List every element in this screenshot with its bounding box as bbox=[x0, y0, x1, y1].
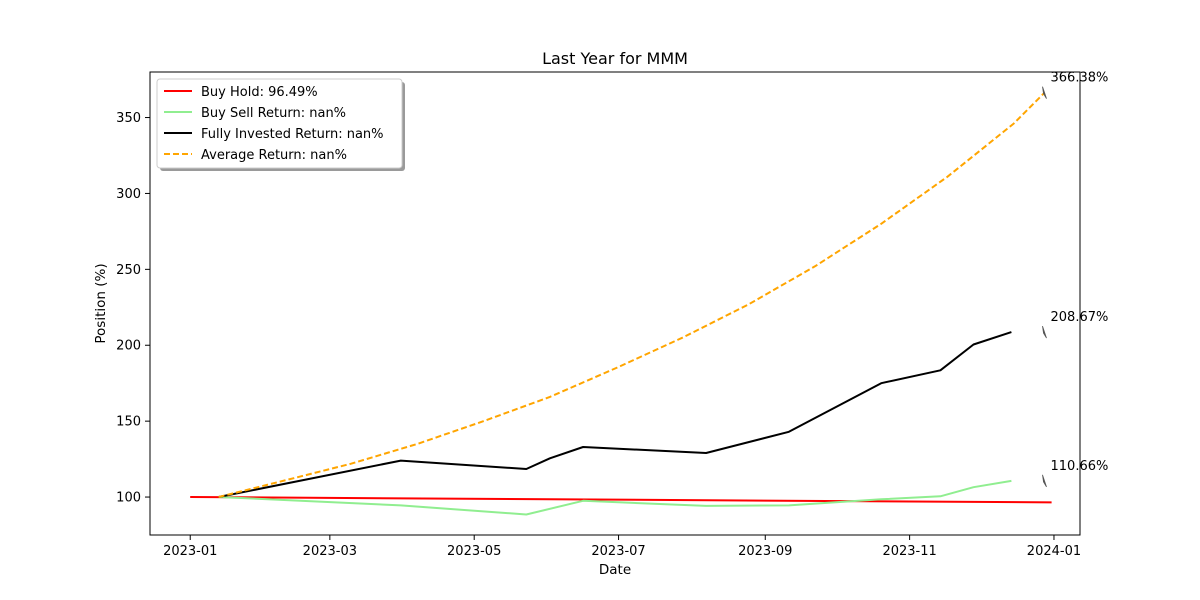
x-tick-label: 2023-01 bbox=[163, 544, 217, 559]
series-line-1 bbox=[218, 479, 1012, 516]
legend-label: Buy Sell Return: nan% bbox=[201, 106, 346, 121]
x-tick-label: 2024-01 bbox=[1027, 544, 1081, 559]
x-axis: 2023-01 2023-03 2023-05 2023-07 2023-09 2023-… bbox=[163, 535, 1081, 559]
legend-label: Fully Invested Return: nan% bbox=[201, 127, 384, 142]
x-tick-label: 2023-11 bbox=[882, 544, 936, 559]
y-axis-label: Position (%) bbox=[93, 263, 109, 343]
legend-box bbox=[156, 78, 403, 169]
y-tick-label: 250 bbox=[116, 263, 141, 278]
series-line-0 bbox=[190, 496, 1052, 504]
x-tick-label: 2023-07 bbox=[591, 544, 645, 559]
legend: Buy Hold: 96.49% Buy Sell Return: nan% Ful… bbox=[156, 78, 405, 171]
annotation-arrow bbox=[1042, 86, 1047, 99]
x-tick-label: 2023-09 bbox=[738, 544, 792, 559]
y-tick-label: 150 bbox=[116, 415, 141, 430]
y-tick-label: 350 bbox=[116, 111, 141, 126]
annotation-label: 208.67% bbox=[1051, 310, 1109, 325]
chart-title: Last Year for MMM bbox=[542, 49, 688, 68]
plot-frame bbox=[149, 71, 1081, 536]
annotation-label: 110.66% bbox=[1051, 459, 1109, 474]
annotation-arrow bbox=[1042, 474, 1047, 488]
series-line-3 bbox=[218, 91, 1046, 498]
x-axis-label: Date bbox=[599, 562, 631, 578]
plot-content bbox=[190, 91, 1052, 516]
y-tick-label: 100 bbox=[116, 491, 141, 506]
annotations: 366.38% 208.67% 110.66% bbox=[1042, 71, 1109, 488]
legend-label: Average Return: nan% bbox=[201, 148, 347, 163]
y-tick-label: 200 bbox=[116, 339, 141, 354]
annotation-label: 366.38% bbox=[1051, 71, 1109, 86]
series-line-2 bbox=[218, 331, 1012, 498]
legend-label: Buy Hold: 96.49% bbox=[201, 85, 318, 100]
y-tick-label: 300 bbox=[116, 187, 141, 202]
y-axis: 100 150 200 250 300 350 bbox=[116, 111, 150, 506]
x-tick-label: 2023-03 bbox=[303, 544, 357, 559]
x-tick-label: 2023-05 bbox=[447, 544, 501, 559]
annotation-arrow bbox=[1042, 325, 1047, 339]
